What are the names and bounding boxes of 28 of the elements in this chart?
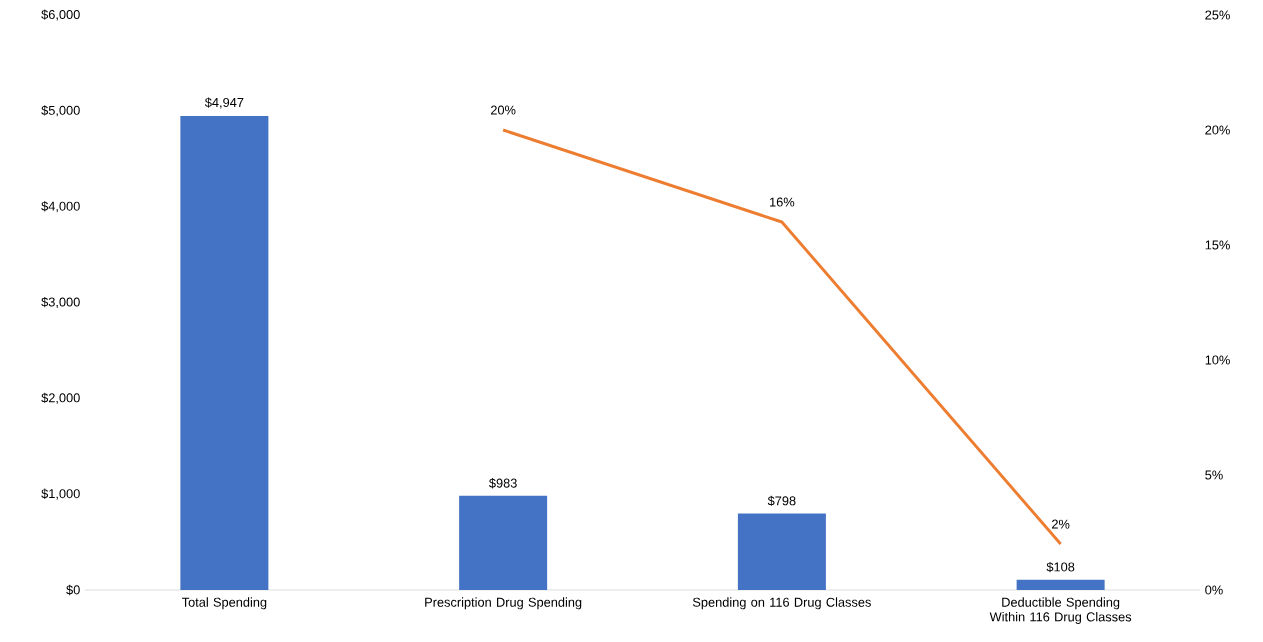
data-label: 16%: [770, 197, 795, 207]
x-tick-label: Deductible Spending Within 116 Drug Classes: [989, 597, 1132, 624]
data-label: $983: [489, 478, 517, 489]
bar: [737, 513, 826, 590]
bar: [1016, 579, 1105, 590]
y-tick-label: $3,000: [41, 296, 80, 309]
data-label: $108: [1046, 561, 1075, 573]
y-tick-label: $2,000: [41, 392, 80, 404]
y-tick-label: $4,000: [41, 201, 80, 213]
data-label: $798: [767, 495, 796, 507]
y-tick-label: $1,000: [41, 488, 80, 500]
bar: [180, 115, 269, 590]
data-label: 20%: [490, 105, 516, 115]
y2-tick-label: 15%: [1205, 240, 1230, 250]
y2-tick-label: 5%: [1205, 470, 1223, 480]
y2-tick-label: 20%: [1205, 125, 1230, 135]
y-tick-label: $0: [66, 584, 80, 596]
y-tick-label: $6,000: [41, 9, 80, 21]
bar: [459, 495, 548, 590]
x-tick-label: Total Spending: [181, 597, 267, 610]
x-tick-label: Prescription Drug Spending: [425, 597, 582, 610]
y2-tick-label: 10%: [1205, 355, 1230, 365]
y2-tick-label: 25%: [1205, 10, 1230, 20]
y2-tick-label: 0%: [1205, 585, 1223, 595]
x-tick-label: Spending on 116 Drug Classes: [692, 597, 871, 610]
y-tick-label: $5,000: [41, 105, 80, 117]
data-label: $4,947: [204, 97, 244, 109]
data-label: 2%: [1052, 519, 1070, 529]
